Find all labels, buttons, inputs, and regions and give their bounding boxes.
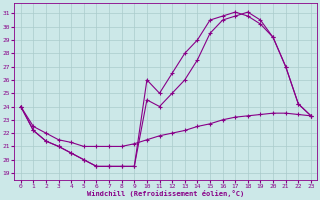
X-axis label: Windchill (Refroidissement éolien,°C): Windchill (Refroidissement éolien,°C) bbox=[87, 190, 244, 197]
